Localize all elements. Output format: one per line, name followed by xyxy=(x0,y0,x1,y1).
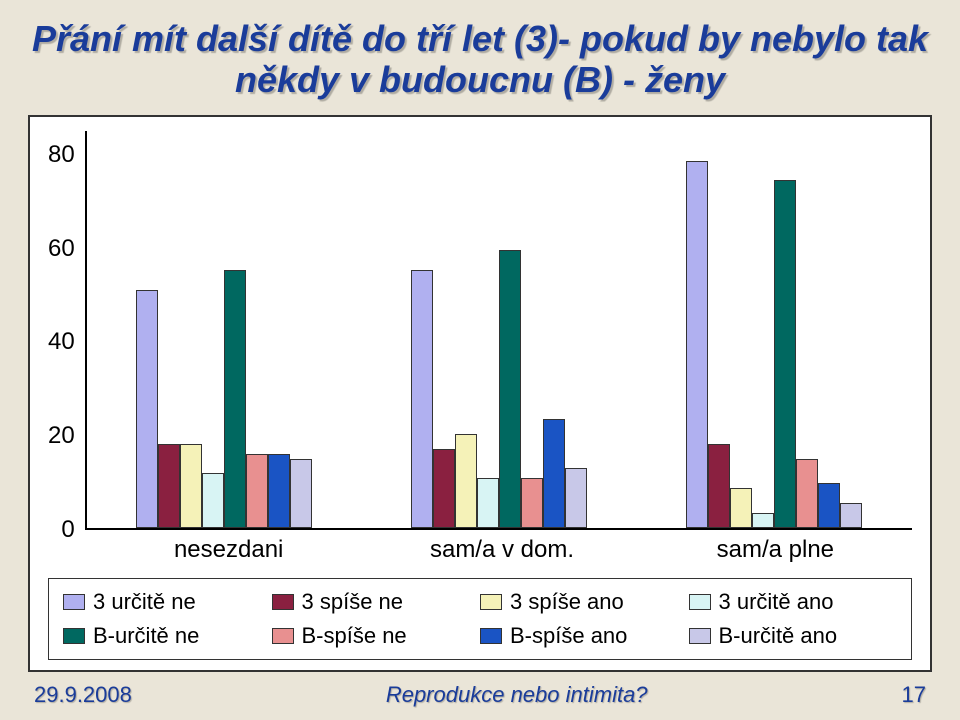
legend-swatch xyxy=(480,594,502,610)
legend-item: 3 určitě ano xyxy=(689,589,898,615)
bar xyxy=(246,454,268,528)
chart-frame: 0 20 40 60 80 nesezdanisam/a v dom.sam/a pln… xyxy=(28,115,932,672)
bar-group xyxy=(362,131,637,528)
bar xyxy=(521,478,543,528)
legend-swatch xyxy=(272,628,294,644)
bar xyxy=(818,483,840,528)
bar xyxy=(840,503,862,528)
bar xyxy=(730,488,752,528)
bar xyxy=(202,473,224,528)
legend-label: 3 spíše ano xyxy=(510,589,624,615)
bar xyxy=(268,454,290,528)
bar xyxy=(752,513,774,528)
legend-item: B-spíše ne xyxy=(272,623,481,649)
legend-item: 3 spíše ano xyxy=(480,589,689,615)
y-axis: 020406080 xyxy=(48,131,85,530)
bar xyxy=(796,459,818,529)
legend-swatch xyxy=(689,594,711,610)
legend-item: B-určitě ano xyxy=(689,623,898,649)
legend-swatch xyxy=(63,628,85,644)
plot-area xyxy=(85,131,912,530)
footer-page: 17 xyxy=(902,682,926,708)
bar xyxy=(411,270,433,528)
bar xyxy=(224,270,246,528)
legend-item: B-spíše ano xyxy=(480,623,689,649)
y-tick: 0 xyxy=(48,518,75,542)
legend-label: B-spíše ne xyxy=(302,623,407,649)
bar-group xyxy=(637,131,912,528)
bar xyxy=(290,459,312,529)
plot-row: 020406080 xyxy=(48,131,912,530)
y-tick: 60 xyxy=(48,237,75,261)
bar xyxy=(565,468,587,528)
legend-swatch xyxy=(63,594,85,610)
bar xyxy=(543,419,565,528)
legend-item: 3 určitě ne xyxy=(63,589,272,615)
x-axis-labels: nesezdanisam/a v dom.sam/a plne xyxy=(48,530,912,564)
bar xyxy=(180,444,202,528)
y-tick: 40 xyxy=(48,330,75,354)
legend-label: 3 spíše ne xyxy=(302,589,404,615)
page-title: Přání mít další dítě do tří let (3)- pok… xyxy=(28,18,932,101)
bar xyxy=(158,444,180,528)
legend-label: B-spíše ano xyxy=(510,623,627,649)
bar xyxy=(708,444,730,528)
bar xyxy=(455,434,477,528)
bar xyxy=(433,449,455,528)
x-label: sam/a plne xyxy=(639,530,912,564)
legend-swatch xyxy=(272,594,294,610)
y-tick: 20 xyxy=(48,424,75,448)
bar xyxy=(477,478,499,528)
x-label: sam/a v dom. xyxy=(365,530,638,564)
legend-label: 3 určitě ne xyxy=(93,589,196,615)
footer-date: 29.9.2008 xyxy=(34,682,132,708)
bar-group xyxy=(87,131,362,528)
footer-center: Reprodukce nebo intimita? xyxy=(132,682,902,708)
slide: Přání mít další dítě do tří let (3)- pok… xyxy=(0,0,960,720)
legend-swatch xyxy=(689,628,711,644)
legend-label: 3 určitě ano xyxy=(719,589,834,615)
y-tick: 80 xyxy=(48,143,75,167)
bar xyxy=(499,250,521,528)
legend-item: 3 spíše ne xyxy=(272,589,481,615)
bar xyxy=(686,161,708,528)
bar xyxy=(136,290,158,528)
x-label: nesezdani xyxy=(92,530,365,564)
legend-label: B-určitě ne xyxy=(93,623,199,649)
bar xyxy=(774,180,796,528)
legend-swatch xyxy=(480,628,502,644)
legend-item: B-určitě ne xyxy=(63,623,272,649)
footer: 29.9.2008 Reprodukce nebo intimita? 17 xyxy=(28,672,932,708)
legend: 3 určitě ne 3 spíše ne 3 spíše ano 3 určitě… xyxy=(48,578,912,660)
legend-label: B-určitě ano xyxy=(719,623,838,649)
